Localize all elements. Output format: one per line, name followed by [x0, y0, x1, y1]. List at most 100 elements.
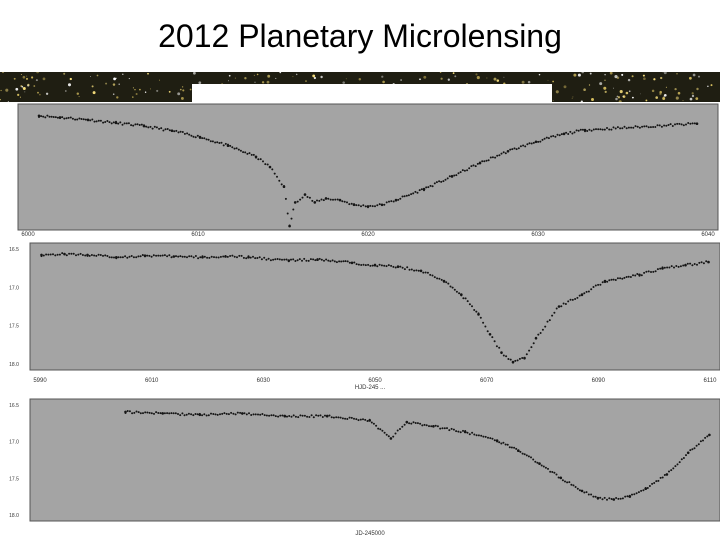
data-point — [315, 414, 318, 417]
x-tick-label: 6050 — [368, 378, 382, 384]
star — [92, 91, 96, 95]
star — [45, 92, 49, 95]
data-point — [157, 412, 160, 414]
data-point — [390, 264, 393, 267]
star — [691, 94, 695, 98]
data-point — [220, 141, 223, 144]
data-point — [371, 264, 374, 267]
data-point — [179, 255, 182, 258]
data-point — [464, 297, 467, 300]
data-point — [671, 125, 674, 127]
star — [253, 74, 256, 77]
data-point — [229, 255, 232, 257]
plot-area — [17, 103, 719, 231]
data-point — [619, 127, 622, 130]
star — [266, 80, 270, 84]
data-point — [196, 413, 199, 416]
data-point — [212, 413, 215, 415]
data-point — [309, 258, 312, 261]
data-point — [491, 437, 494, 440]
data-point — [678, 122, 681, 125]
data-point — [628, 495, 632, 498]
data-point — [387, 435, 390, 438]
data-point — [561, 479, 564, 482]
data-point — [640, 489, 643, 492]
data-point — [543, 137, 546, 140]
data-point — [290, 217, 293, 220]
data-point — [669, 123, 672, 126]
data-point — [656, 124, 659, 127]
data-point — [461, 169, 464, 172]
data-point — [610, 278, 613, 281]
data-point — [452, 428, 455, 431]
data-point — [192, 256, 195, 259]
star — [476, 76, 480, 80]
data-point — [303, 257, 306, 260]
star — [625, 91, 629, 95]
data-point — [652, 270, 655, 273]
data-point — [590, 493, 593, 496]
data-point — [608, 279, 611, 282]
data-point — [360, 264, 363, 266]
data-point — [296, 200, 299, 203]
plot-area — [29, 242, 720, 371]
data-point — [525, 454, 528, 457]
data-point — [433, 276, 436, 279]
data-point — [186, 132, 189, 135]
data-point — [587, 290, 590, 293]
data-point — [661, 476, 664, 479]
data-point — [508, 446, 511, 449]
data-point — [130, 124, 133, 127]
data-point — [225, 412, 228, 415]
data-point — [214, 141, 217, 144]
data-point — [646, 487, 649, 489]
data-point — [102, 254, 104, 257]
data-point — [689, 122, 692, 125]
data-point — [706, 435, 709, 438]
data-point — [210, 255, 213, 258]
data-point — [357, 419, 360, 422]
data-point — [99, 254, 102, 256]
data-point — [698, 261, 701, 264]
data-point — [647, 126, 650, 129]
star — [707, 85, 709, 88]
data-point — [58, 116, 62, 119]
data-point — [281, 258, 283, 261]
star — [552, 100, 554, 102]
data-point — [645, 270, 648, 273]
data-point — [583, 128, 587, 132]
data-point — [420, 188, 423, 191]
data-point — [433, 182, 436, 185]
data-point — [619, 497, 622, 500]
data-point — [139, 255, 142, 258]
data-point — [572, 484, 575, 487]
data-point — [84, 118, 87, 121]
data-point — [97, 253, 100, 256]
data-point — [42, 115, 45, 118]
data-point — [378, 263, 381, 266]
data-point — [254, 155, 258, 159]
data-point — [444, 178, 447, 181]
star — [618, 100, 622, 102]
data-point — [569, 298, 572, 301]
data-point — [483, 160, 486, 163]
data-point — [614, 279, 617, 281]
data-point — [86, 118, 90, 122]
data-point — [385, 433, 388, 436]
data-point — [65, 117, 68, 120]
star — [312, 74, 316, 78]
data-point — [707, 260, 710, 264]
star — [105, 82, 108, 85]
data-point — [415, 269, 418, 272]
data-point — [364, 418, 367, 421]
data-point — [244, 151, 247, 154]
data-point — [523, 453, 526, 456]
star — [69, 77, 72, 81]
data-point — [366, 420, 369, 422]
data-point — [416, 422, 419, 425]
data-point — [656, 268, 659, 271]
star — [627, 78, 631, 82]
data-point — [375, 424, 378, 427]
data-point — [40, 253, 43, 257]
star — [674, 87, 677, 91]
